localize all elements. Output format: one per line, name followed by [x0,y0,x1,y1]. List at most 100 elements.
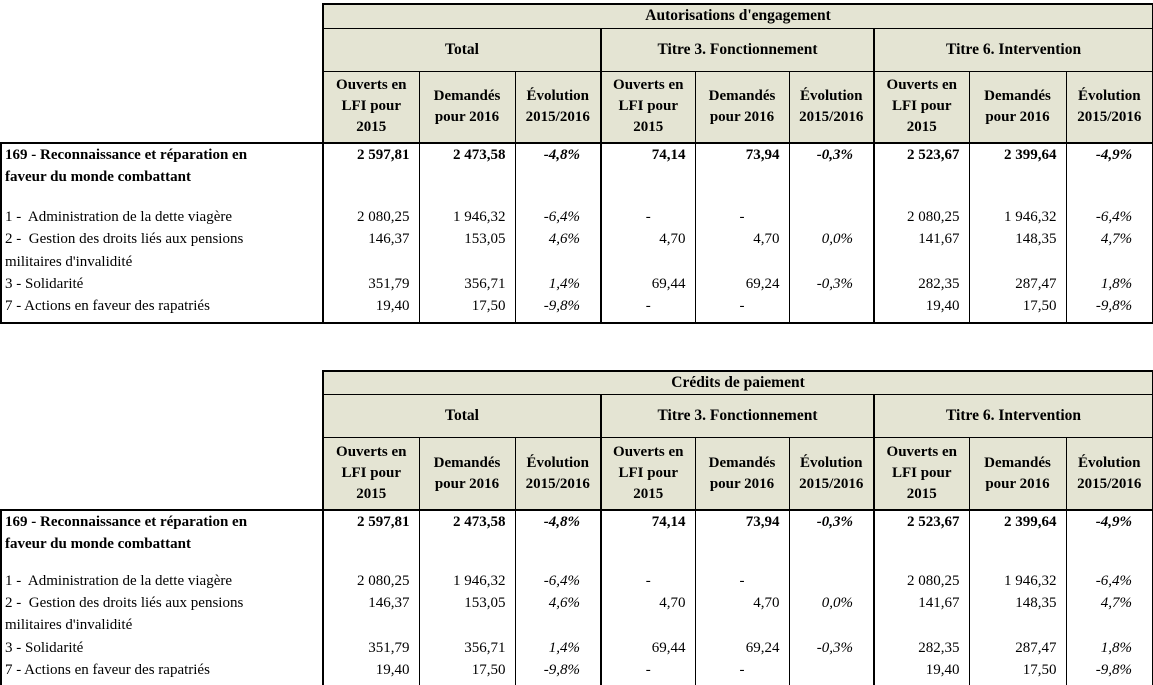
empty-cell [600,555,696,570]
row-label: 169 - Reconnaissance et réparation en fa… [0,508,324,556]
column-header: Demandés pour 2016 [418,70,516,144]
evolution-value: -4,8% [514,508,602,556]
group-header: Titre 6. Intervention [872,27,1153,72]
empty-cell [873,555,970,570]
group-header: Titre 6. Intervention [872,394,1153,439]
table-row: 1 - Administration de la dette viagère 2 … [0,205,1153,229]
table-row: 7 - Actions en faveur des rapatriés 19,40… [0,295,1153,324]
column-header: Ouverts en LFI pour 2015 [600,70,696,144]
row-label: 7 - Actions en faveur des rapatriés [0,295,324,324]
row-label: 2 - Gestion des droits liés aux pensions… [0,228,324,274]
evolution-value: -0,3% [788,636,875,660]
column-header: Ouverts en LFI pour 2015 [322,70,420,144]
empty-cell [1065,188,1153,206]
evolution-value: 0,0% [788,592,875,637]
table-row: 2 - Gestion des droits liés aux pensions… [0,592,1153,637]
amount-value: 351,79 [322,636,420,660]
group-header: Titre 3. Fonctionnement [600,27,875,72]
row-label: 1 - Administration de la dette viagère [0,569,324,593]
amount-value: - [694,659,790,685]
evolution-value: -0,3% [788,273,875,296]
amount-value: 19,40 [873,295,970,324]
amount-value: 17,50 [968,295,1067,324]
corner-spacer [1,28,323,71]
evolution-value: 0,0% [788,228,875,274]
evolution-value: -9,8% [1065,659,1153,685]
amount-value: 2 399,64 [968,508,1067,556]
corner-spacer [1,394,323,438]
amount-value: 2 523,67 [873,142,970,189]
amount-value: - [600,295,696,324]
corner-spacer [1,4,323,28]
evolution-value: 1,8% [1065,273,1153,296]
column-header: Demandés pour 2016 [968,437,1067,511]
amount-value: 146,37 [322,228,420,274]
amount-value: 148,35 [968,228,1067,274]
column-header: Demandés pour 2016 [694,437,790,511]
amount-value: 69,24 [694,273,790,296]
evolution-value: -9,8% [514,295,602,324]
evolution-value: -6,4% [1065,205,1153,229]
amount-value: 2 597,81 [322,142,420,189]
amount-value: 2 473,58 [418,508,516,556]
column-header: Évolution 2015/2016 [1065,437,1153,511]
column-header: Demandés pour 2016 [694,70,790,144]
amount-value: - [600,659,696,685]
table-row: 169 - Reconnaissance et réparation en fa… [0,508,1153,556]
evolution-value: 4,7% [1065,592,1153,637]
empty-cell [968,555,1067,570]
table-header: Crédits de paiement Total Titre 3. Fonctio… [1,369,1153,511]
evolution-value: 1,4% [514,273,602,296]
table-row: 7 - Actions en faveur des rapatriés 19,40… [0,659,1153,685]
table-credits-paiement: Crédits de paiement Total Titre 3. Fonctio… [0,369,1153,685]
column-header: Ouverts en LFI pour 2015 [322,437,420,511]
amount-value: 153,05 [418,592,516,637]
amount-value: 282,35 [873,636,970,660]
amount-value: 282,35 [873,273,970,296]
spacer-row [0,188,1153,206]
row-label: 3 - Solidarité [0,636,324,660]
empty-cell [322,555,420,570]
evolution-value: -4,9% [1065,142,1153,189]
column-header-row: Ouverts en LFI pour 2015 Demandés pour 20… [1,437,1153,511]
amount-value: 2 080,25 [873,569,970,593]
amount-value: 19,40 [873,659,970,685]
evolution-value: -0,3% [788,508,875,556]
amount-value: 69,44 [600,273,696,296]
empty-cell [968,188,1067,206]
amount-value: 2 473,58 [418,142,516,189]
row-label: 2 - Gestion des droits liés aux pensions… [0,592,324,637]
table-row: 3 - Solidarité 351,79 356,71 1,4% 69,44 69,24… [0,273,1153,296]
column-header: Évolution 2015/2016 [788,70,875,144]
amount-value: 2 080,25 [322,569,420,593]
evolution-value: 4,7% [1065,228,1153,274]
column-header: Demandés pour 2016 [968,70,1067,144]
empty-cell [322,188,420,206]
evolution-value: -0,3% [788,142,875,189]
amount-value: - [694,295,790,324]
table-title: Crédits de paiement [321,369,1153,396]
amount-value: 2 597,81 [322,508,420,556]
amount-value: 356,71 [418,273,516,296]
empty-cell [694,188,790,206]
amount-value: 1 946,32 [968,205,1067,229]
amount-value: - [600,205,696,229]
table-title: Autorisations d'engagement [321,3,1153,29]
evolution-value: -9,8% [1065,295,1153,324]
evolution-value: -6,4% [514,569,602,593]
amount-value: 148,35 [968,592,1067,637]
empty-cell [514,188,602,206]
amount-value: 73,94 [694,142,790,189]
empty-cell [418,555,516,570]
amount-value: 74,14 [600,142,696,189]
table-row: 2 - Gestion des droits liés aux pensions… [0,228,1153,274]
amount-value: 287,47 [968,636,1067,660]
column-header: Évolution 2015/2016 [1065,70,1153,144]
evolution-value: -6,4% [514,205,602,229]
amount-value: 153,05 [418,228,516,274]
table-header: Autorisations d'engagement Total Titre 3. … [1,3,1153,144]
empty-cell [694,555,790,570]
amount-value: - [694,205,790,229]
amount-value: 19,40 [322,295,420,324]
amount-value: 17,50 [968,659,1067,685]
